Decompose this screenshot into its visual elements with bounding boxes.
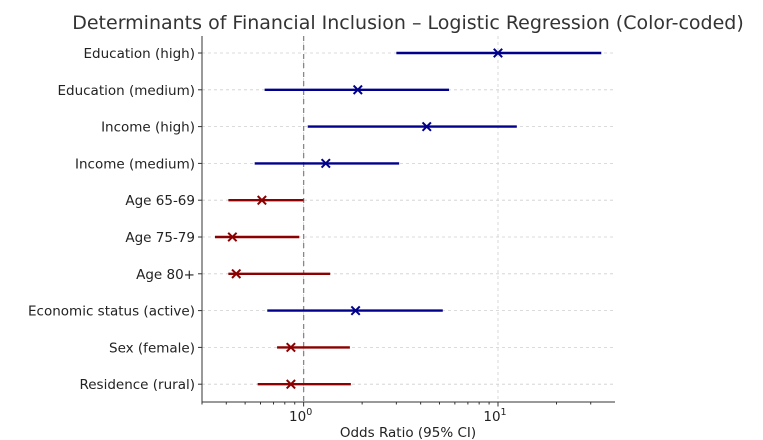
row-3 [254, 158, 400, 169]
estimate-marker [231, 268, 242, 279]
estimate-marker [227, 232, 238, 242]
marker-stroke [421, 121, 432, 132]
x-tick-label: 100 [289, 407, 312, 425]
estimate-marker [285, 379, 296, 390]
marker-stroke [227, 232, 238, 242]
estimate-marker [352, 84, 363, 95]
marker-stroke [320, 158, 331, 169]
estimate-rows [215, 48, 602, 390]
marker-stroke [352, 84, 363, 95]
row-8 [277, 342, 350, 353]
estimate-marker [493, 48, 503, 58]
row-2 [307, 121, 517, 132]
y-tick-label: Age 65-69 [125, 193, 195, 209]
axes: Education (high) Education (medium) Income… [28, 36, 615, 407]
y-tick-label: Education (medium) [57, 83, 195, 99]
y-tick-label: Education (high) [84, 46, 195, 62]
x-tick-label: 101 [483, 407, 506, 425]
marker-stroke [285, 342, 296, 353]
x-axis-label: Odds Ratio (95% CI) [340, 425, 476, 440]
marker-stroke [256, 195, 267, 206]
row-7 [267, 305, 443, 316]
row-5 [215, 232, 300, 242]
x-tick-labels: 100 101 [289, 407, 507, 425]
row-4 [228, 195, 304, 206]
y-tick-label: Income (high) [101, 120, 195, 136]
row-9 [257, 379, 351, 390]
y-tick-label: Age 75-79 [125, 230, 195, 246]
estimate-marker [285, 342, 296, 353]
y-tick-label: Sex (female) [109, 340, 195, 356]
marker-stroke [350, 305, 361, 316]
estimate-marker [256, 195, 267, 206]
marker-stroke [231, 268, 242, 279]
y-tick-label: Economic status (active) [28, 304, 195, 320]
chart-title: Determinants of Financial Inclusion – Lo… [72, 12, 744, 34]
estimate-marker [320, 158, 331, 169]
row-1 [264, 84, 450, 95]
marker-stroke [493, 48, 503, 58]
row-0 [396, 48, 602, 58]
row-6 [228, 268, 331, 279]
estimate-marker [421, 121, 432, 132]
marker-stroke [285, 379, 296, 390]
y-tick-label: Income (medium) [75, 156, 195, 172]
estimate-marker [350, 305, 361, 316]
y-tick-label: Age 80+ [136, 267, 195, 283]
y-tick-label: Residence (rural) [79, 377, 195, 393]
